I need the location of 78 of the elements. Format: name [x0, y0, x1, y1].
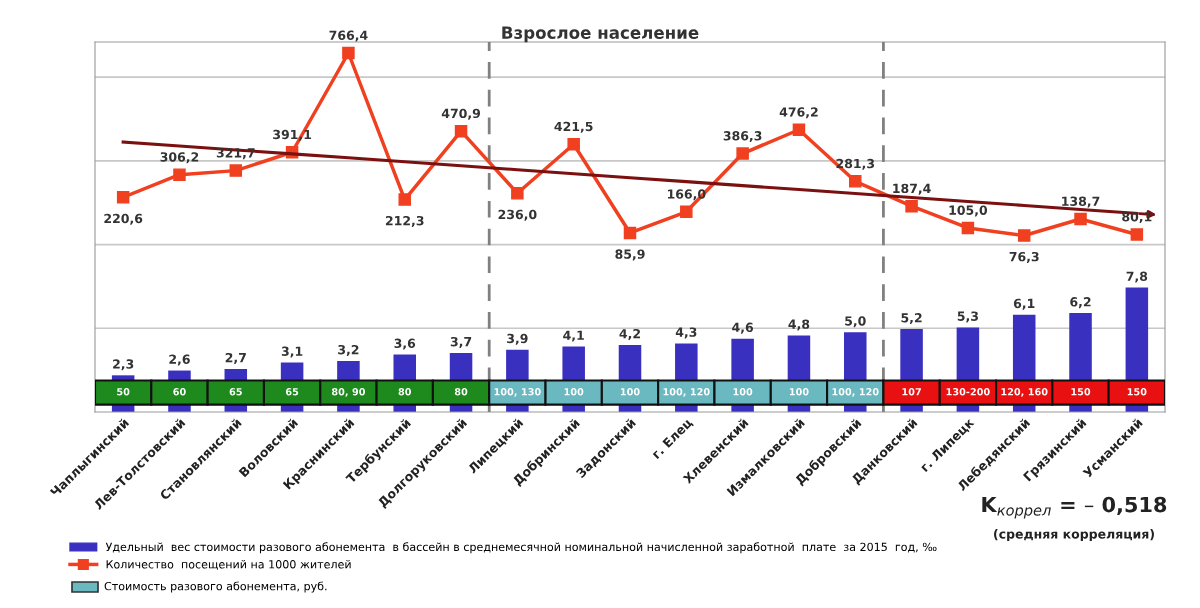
data-label: 236,0 [498, 209, 537, 221]
data-label: 5,2 [901, 313, 922, 325]
point [1074, 212, 1087, 226]
data-label: 2,3 [113, 359, 134, 371]
point [567, 137, 580, 151]
data-label: 6,2 [1070, 297, 1091, 309]
chart-title: Взрослое население [502, 26, 699, 43]
point [511, 187, 524, 200]
data-label: 2,6 [169, 354, 190, 366]
annotation: 60 [173, 388, 186, 396]
point [680, 205, 693, 219]
data-label: 7,8 [1126, 271, 1148, 283]
data-label: 321,7 [216, 148, 255, 160]
data-label: 470,9 [441, 108, 481, 120]
data-label: 80,1 [1122, 212, 1152, 224]
data-label: 2,7 [225, 352, 246, 364]
data-label: 105,0 [949, 205, 988, 217]
data-label: 4,6 [732, 322, 754, 334]
annotation: 150 [1127, 388, 1147, 396]
annotation: 100 [733, 388, 753, 396]
text: K$_{коррел}$ = – 0,518 [982, 496, 1167, 519]
annotation: 107 [902, 388, 921, 396]
data-label: 4,3 [675, 327, 697, 339]
point [623, 226, 637, 240]
data-label: 220,6 [104, 213, 143, 225]
point [173, 168, 186, 181]
point [905, 199, 918, 213]
data-label: 3,6 [394, 338, 416, 350]
point [342, 46, 355, 60]
annotation: 100 [564, 388, 584, 396]
text: (средняя корреляция) [994, 529, 1154, 542]
annotation: 100, 120 [663, 388, 710, 397]
annotation: 100, 130 [494, 388, 541, 397]
data-label: 766,4 [329, 30, 368, 42]
legend-label: Количество посещений на 1000 жителей [106, 559, 351, 570]
data-label: 212,3 [385, 215, 424, 227]
point [229, 164, 243, 177]
annotation: 100 [789, 388, 809, 396]
annotation: 80 [454, 388, 468, 396]
point [736, 147, 749, 160]
annotation: 100, 120 [832, 388, 879, 397]
annotation: 80, 90 [331, 388, 366, 397]
point [454, 124, 468, 138]
data-label: 3,7 [450, 336, 472, 348]
data-label: 187,4 [893, 183, 931, 195]
data-label: 85,9 [615, 249, 645, 261]
data-label: 3,2 [338, 344, 359, 356]
data-label: 4,1 [563, 330, 584, 342]
point [1017, 229, 1031, 242]
legend-label: Удельный вес стоимости разового абонемента в бассейн в среднемесячной номинальной начисленной заработной плате за 2015 год, ‰ [105, 542, 937, 554]
data-label: 306,2 [160, 152, 199, 164]
annotation: 50 [117, 388, 130, 396]
annotation: 120, 160 [1001, 388, 1048, 397]
data-label: 5,3 [957, 311, 978, 323]
point [1130, 228, 1144, 241]
point [961, 221, 975, 235]
data-label: 476,2 [779, 107, 818, 119]
data-label: 76,3 [1009, 251, 1039, 263]
annotation: 80 [398, 388, 412, 396]
data-label: 386,3 [723, 131, 762, 143]
data-label: 4,2 [619, 328, 640, 341]
data-label: 3,1 [281, 346, 303, 358]
annotation: 150 [1071, 388, 1091, 396]
point [849, 175, 862, 188]
annotation: 100 [620, 388, 640, 396]
point [792, 123, 806, 137]
point [398, 193, 411, 206]
data-label: 4,8 [788, 319, 810, 331]
point [116, 191, 130, 204]
annotation: 130-200 [946, 388, 990, 396]
annotation: 65 [229, 388, 242, 396]
text: Стоимость разового абонемента, руб. [104, 581, 327, 593]
annotation: 65 [285, 388, 299, 396]
data-label: 3,9 [507, 333, 528, 345]
data-label: 138,7 [1062, 196, 1100, 208]
data-label: 6,1 [1013, 298, 1035, 310]
data-label: 421,5 [554, 121, 593, 133]
data-label: 5,0 [845, 316, 866, 328]
